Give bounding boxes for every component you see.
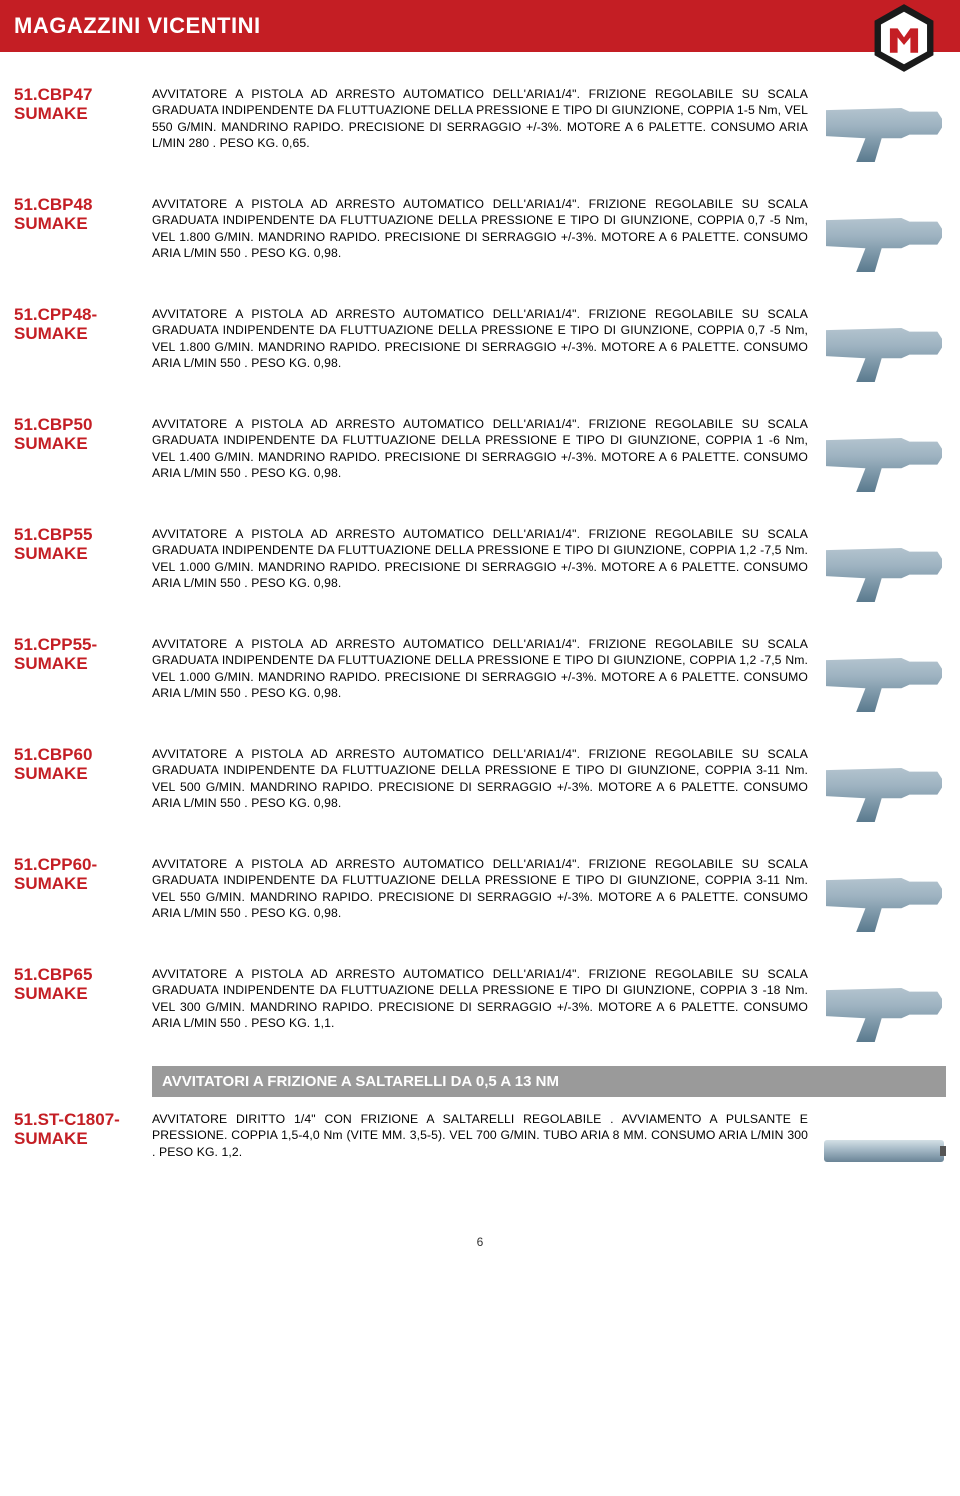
product-description: AVVITATORE A PISTOLA AD ARRESTO AUTOMATI… (152, 416, 822, 482)
straight-tool-icon (824, 1140, 944, 1162)
page-number: 6 (477, 1235, 484, 1249)
pistol-tool-icon (826, 200, 942, 272)
product-row: 51.CBP50SUMAKEAVVITATORE A PISTOLA AD AR… (14, 402, 946, 512)
product-image (822, 416, 946, 496)
section-heading: AVVITATORI A FRIZIONE A SALTARELLI DA 0,… (152, 1066, 946, 1097)
product-row: 51.CPP48-SUMAKEAVVITATORE A PISTOLA AD A… (14, 292, 946, 402)
product-row: 51.CBP65SUMAKEAVVITATORE A PISTOLA AD AR… (14, 952, 946, 1062)
product-description: AVVITATORE A PISTOLA AD ARRESTO AUTOMATI… (152, 856, 822, 922)
page-title: MAGAZZINI VICENTINI (14, 13, 261, 39)
product-description: AVVITATORE A PISTOLA AD ARRESTO AUTOMATI… (152, 746, 822, 812)
product-image (822, 746, 946, 826)
product-description: AVVITATORE A PISTOLA AD ARRESTO AUTOMATI… (152, 306, 822, 372)
pistol-tool-icon (826, 640, 942, 712)
product-row: 51.CBP55SUMAKEAVVITATORE A PISTOLA AD AR… (14, 512, 946, 622)
product-code: 51.CPP60- (14, 856, 142, 874)
code-column: 51.CBP47SUMAKE (14, 86, 152, 124)
product-code: 51.CBP47 (14, 86, 142, 104)
code-column: 51.CPP60-SUMAKE (14, 856, 152, 894)
product-code: 51.CBP50 (14, 416, 142, 434)
product-brand: SUMAKE (14, 984, 142, 1004)
product-image (822, 526, 946, 606)
product-image (822, 966, 946, 1046)
pistol-tool-icon (826, 420, 942, 492)
product-image (822, 856, 946, 936)
product-code: 51.CPP48- (14, 306, 142, 324)
product-brand: SUMAKE (14, 434, 142, 454)
product-code: 51.CBP60 (14, 746, 142, 764)
pistol-tool-icon (826, 310, 942, 382)
product-brand: SUMAKE (14, 214, 142, 234)
product-brand: SUMAKE (14, 104, 142, 124)
product-row: 51.CPP55-SUMAKEAVVITATORE A PISTOLA AD A… (14, 622, 946, 732)
product-row: 51.ST-C1807-SUMAKEAVVITATORE DIRITTO 1/4… (14, 1097, 946, 1207)
product-row: 51.CBP48SUMAKEAVVITATORE A PISTOLA AD AR… (14, 182, 946, 292)
product-image (822, 1111, 946, 1191)
product-code: 51.CBP55 (14, 526, 142, 544)
code-column: 51.CBP65SUMAKE (14, 966, 152, 1004)
product-description: AVVITATORE A PISTOLA AD ARRESTO AUTOMATI… (152, 196, 822, 262)
product-description: AVVITATORE A PISTOLA AD ARRESTO AUTOMATI… (152, 966, 822, 1032)
product-description: AVVITATORE A PISTOLA AD ARRESTO AUTOMATI… (152, 636, 822, 702)
product-brand: SUMAKE (14, 654, 142, 674)
product-brand: SUMAKE (14, 324, 142, 344)
pistol-tool-icon (826, 750, 942, 822)
product-description: AVVITATORE A PISTOLA AD ARRESTO AUTOMATI… (152, 526, 822, 592)
code-column: 51.ST-C1807-SUMAKE (14, 1111, 152, 1149)
code-column: 51.CBP60SUMAKE (14, 746, 152, 784)
product-code: 51.CBP48 (14, 196, 142, 214)
code-column: 51.CPP48-SUMAKE (14, 306, 152, 344)
product-brand: SUMAKE (14, 764, 142, 784)
product-code: 51.ST-C1807- (14, 1111, 142, 1129)
page-footer: 6 (0, 1217, 960, 1259)
product-brand: SUMAKE (14, 544, 142, 564)
product-row: 51.CPP60-SUMAKEAVVITATORE A PISTOLA AD A… (14, 842, 946, 952)
product-code: 51.CBP65 (14, 966, 142, 984)
product-brand: SUMAKE (14, 874, 142, 894)
code-column: 51.CBP55SUMAKE (14, 526, 152, 564)
product-description: AVVITATORE A PISTOLA AD ARRESTO AUTOMATI… (152, 86, 822, 152)
code-column: 51.CBP48SUMAKE (14, 196, 152, 234)
pistol-tool-icon (826, 970, 942, 1042)
product-code: 51.CPP55- (14, 636, 142, 654)
product-image (822, 306, 946, 386)
product-image (822, 196, 946, 276)
pistol-tool-icon (826, 90, 942, 162)
product-description: AVVITATORE DIRITTO 1/4" CON FRIZIONE A S… (152, 1111, 822, 1160)
pistol-tool-icon (826, 860, 942, 932)
pistol-tool-icon (826, 530, 942, 602)
header-bar: MAGAZZINI VICENTINI (0, 0, 960, 52)
code-column: 51.CBP50SUMAKE (14, 416, 152, 454)
product-image (822, 636, 946, 716)
product-row: 51.CBP47SUMAKEAVVITATORE A PISTOLA AD AR… (14, 72, 946, 182)
brand-logo (872, 2, 936, 74)
product-row: 51.CBP60SUMAKEAVVITATORE A PISTOLA AD AR… (14, 732, 946, 842)
product-image (822, 86, 946, 166)
content-area: 51.CBP47SUMAKEAVVITATORE A PISTOLA AD AR… (0, 52, 960, 1217)
product-brand: SUMAKE (14, 1129, 142, 1149)
code-column: 51.CPP55-SUMAKE (14, 636, 152, 674)
